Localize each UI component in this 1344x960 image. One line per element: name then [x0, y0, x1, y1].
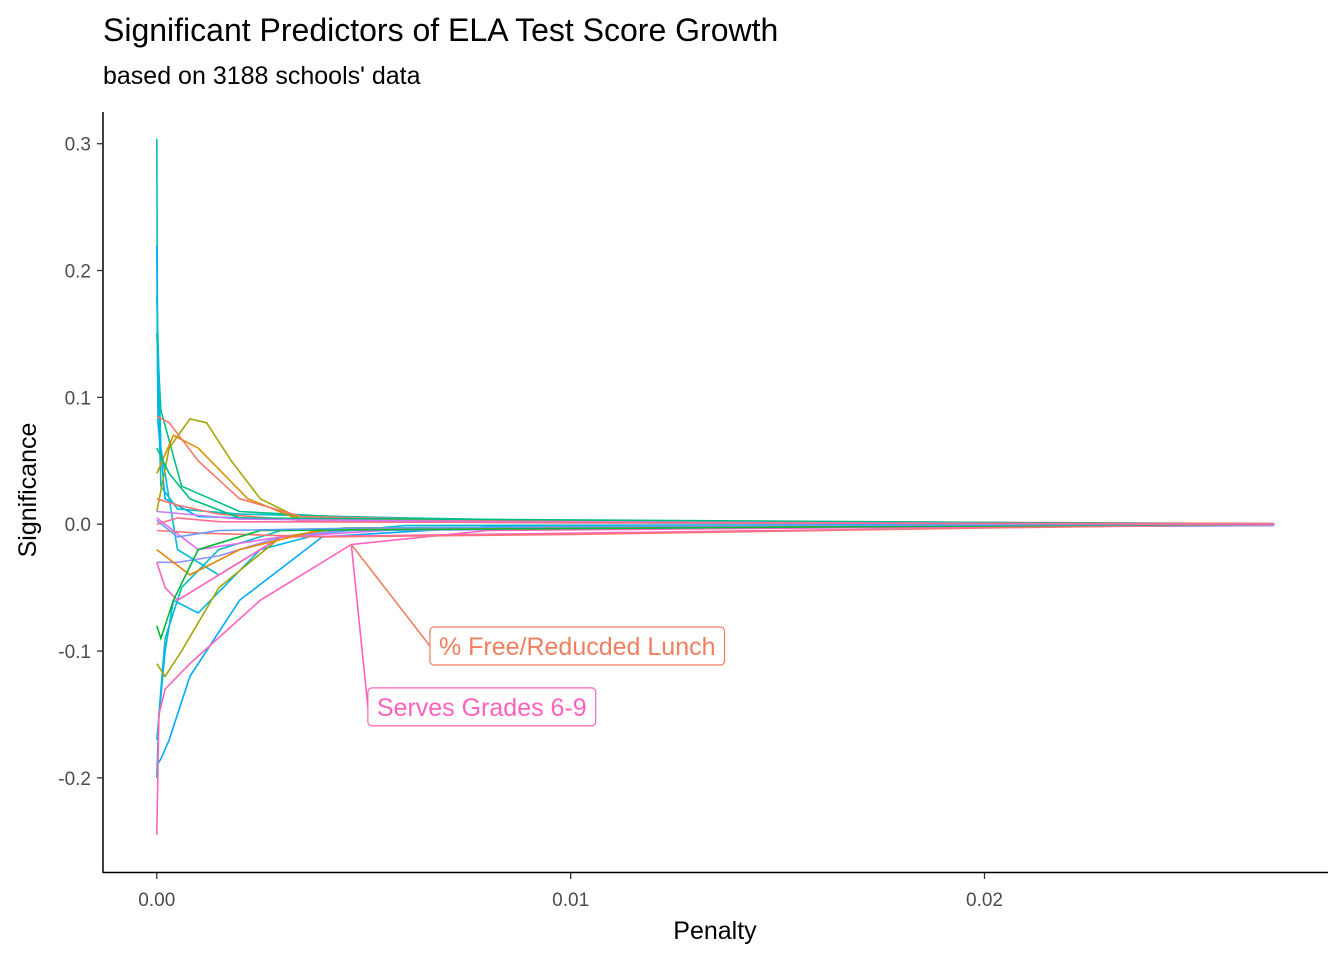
- y-axis-ticks: 0.3 0.2 0.1 0.0 -0.1 -0.2: [58, 135, 103, 790]
- y-tick-label: 0.0: [65, 515, 91, 536]
- y-axis-title: Significance: [14, 423, 42, 558]
- annotation-leader: [350, 544, 369, 707]
- y-tick-label: 0.2: [65, 262, 91, 283]
- annotation-text: Serves Grades 6-9: [377, 694, 587, 722]
- series-line-20: [156, 447, 1275, 525]
- x-tick-label: 0.02: [966, 890, 1003, 911]
- annotation-text: % Free/Reducded Lunch: [439, 633, 716, 661]
- chart-title: Significant Predictors of ELA Test Score…: [103, 12, 778, 48]
- y-tick-label: -0.2: [58, 769, 91, 790]
- x-tick-label: 0.00: [138, 890, 175, 911]
- y-tick-label: 0.1: [65, 388, 91, 409]
- series-line-21: [156, 519, 1275, 538]
- chart-subtitle: based on 3188 schools' data: [103, 62, 421, 90]
- plot-lines: [156, 138, 1275, 835]
- annotation-box: [429, 626, 726, 666]
- series-line-13: [156, 523, 1275, 835]
- series-line-23: [156, 517, 1275, 525]
- series-line-1: [156, 138, 1275, 525]
- series-line-17: [156, 523, 1275, 538]
- annotation-label-2: Serves Grades 6-9: [367, 687, 597, 727]
- y-tick-label: 0.3: [65, 135, 91, 156]
- annotation-label-1: % Free/Reducded Lunch: [429, 626, 726, 666]
- series-line-2: [156, 245, 1275, 525]
- series-line-19: [156, 523, 1275, 641]
- series-line-10: [156, 434, 1275, 525]
- annotations: % Free/Reducded Lunch Serves Grades 6-9: [350, 544, 726, 727]
- series-line-9: [156, 418, 1275, 525]
- series-line-14: [156, 523, 1275, 602]
- annotation-leader: [350, 544, 431, 647]
- x-axis-ticks: 0.00 0.01 0.02: [138, 873, 1003, 911]
- y-tick-label: -0.1: [58, 642, 91, 663]
- annotation-box: [367, 687, 597, 727]
- series-line-15: [156, 415, 1275, 525]
- x-tick-label: 0.01: [552, 890, 589, 911]
- series-line-3: [156, 333, 1275, 525]
- x-axis-title: Penalty: [673, 917, 757, 945]
